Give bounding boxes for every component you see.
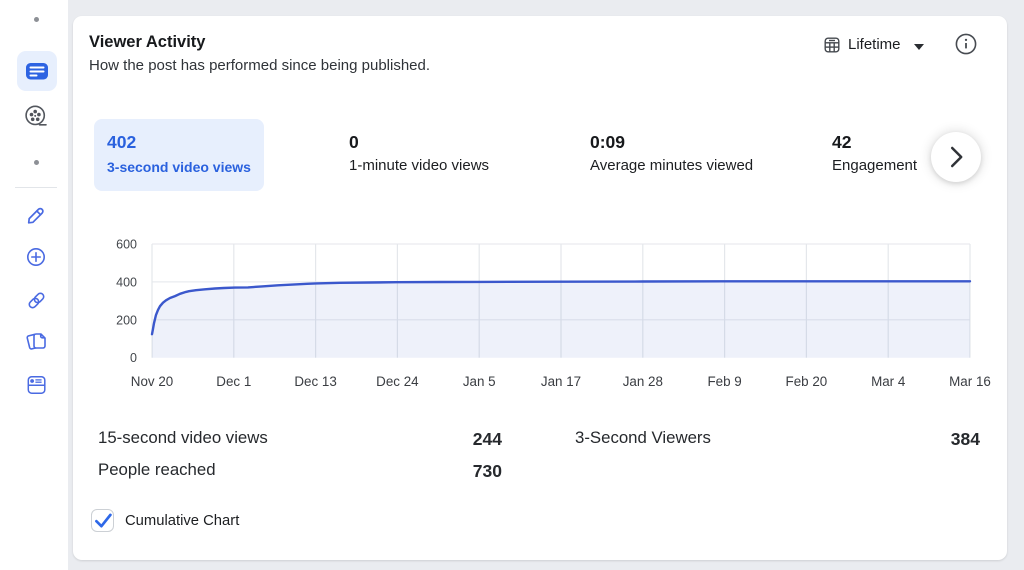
- svg-text:Dec 13: Dec 13: [294, 374, 336, 389]
- svg-text:Feb 20: Feb 20: [786, 374, 828, 389]
- svg-text:Jan 28: Jan 28: [623, 374, 663, 389]
- svg-text:Nov 20: Nov 20: [131, 374, 173, 389]
- svg-text:Dec 24: Dec 24: [376, 374, 419, 389]
- svg-text:200: 200: [116, 313, 137, 327]
- svg-text:Jan 17: Jan 17: [541, 374, 581, 389]
- svg-text:Dec 1: Dec 1: [216, 374, 251, 389]
- svg-text:Mar 4: Mar 4: [871, 374, 906, 389]
- svg-text:Feb 9: Feb 9: [707, 374, 741, 389]
- svg-text:Jan 5: Jan 5: [463, 374, 496, 389]
- svg-text:600: 600: [116, 238, 137, 252]
- svg-text:400: 400: [116, 275, 137, 289]
- svg-text:0: 0: [130, 351, 137, 365]
- svg-text:Mar 16: Mar 16: [949, 374, 991, 389]
